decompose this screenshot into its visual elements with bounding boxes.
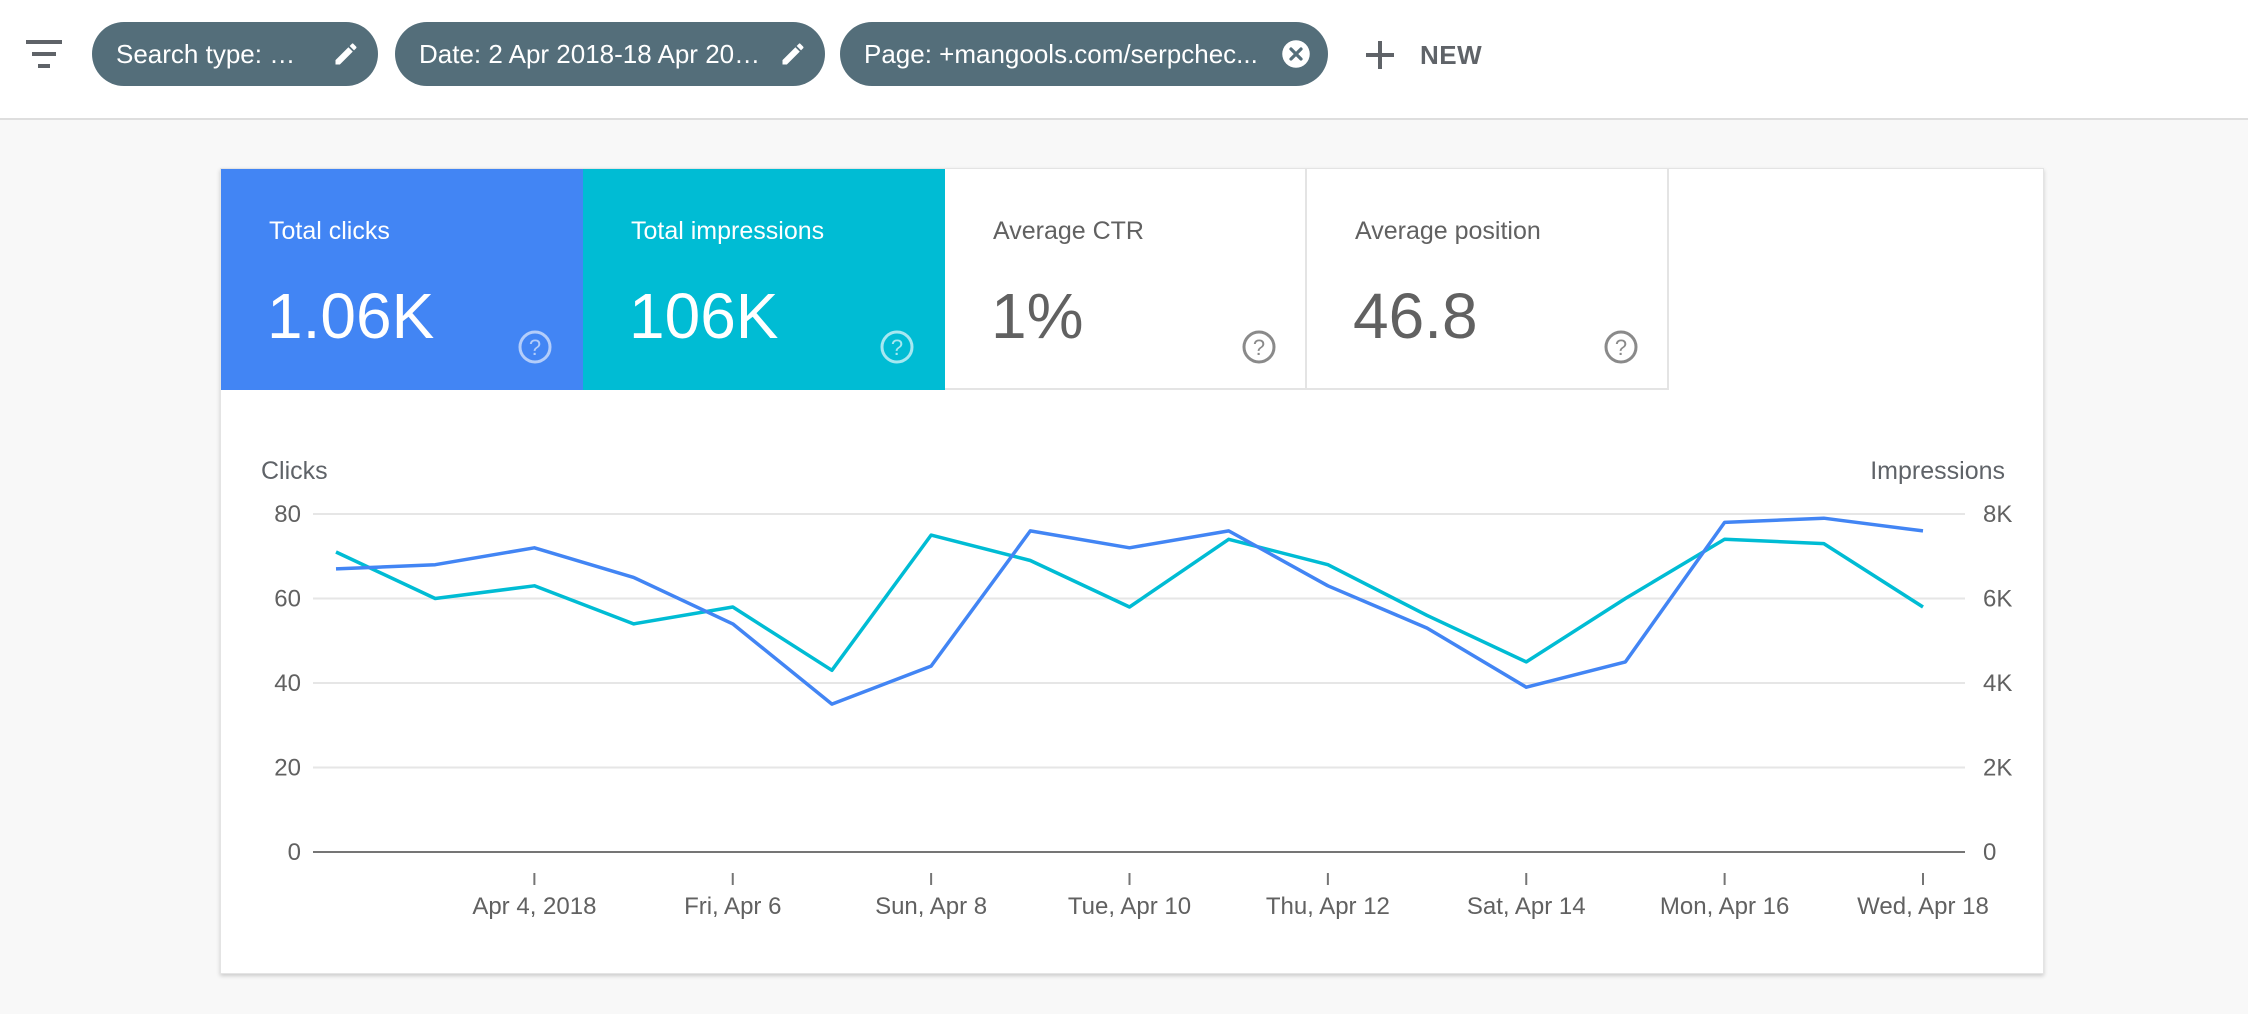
x-tick-label: Sat, Apr 14 [1467,893,1586,920]
help-icon[interactable]: ? [879,329,915,365]
new-filter-label: NEW [1420,39,1483,70]
date-range-chip[interactable]: Date: 2 Apr 2018-18 Apr 2018 [395,22,825,86]
y-right-axis-title: Impressions [1870,457,2005,485]
svg-text:?: ? [891,335,903,360]
metric-total-clicks[interactable]: Total clicks 1.06K ? [221,169,583,390]
search-type-chip[interactable]: Search type: Web [92,22,378,86]
plus-icon [1366,41,1394,69]
y-left-tick-label: 0 [288,839,301,866]
metric-label: Total clicks [269,217,390,245]
y-left-axis-title: Clicks [261,457,328,485]
x-tick-label: Thu, Apr 12 [1266,893,1390,920]
page-filter-chip[interactable]: Page: +mangools.com/serpchec... [840,22,1328,86]
metric-value: 1% [991,280,1084,352]
impressions-series-line [335,533,1924,673]
clicks-series-line [335,516,1924,706]
x-tick-label: Fri, Apr 6 [684,893,781,920]
y-right-tick-label: 0 [1983,839,1996,866]
filter-bar: Search type: Web Date: 2 Apr 2018-18 Apr… [0,0,2248,120]
metric-total-impressions[interactable]: Total impressions 106K ? [583,169,945,390]
chip-label: Search type: Web [116,38,316,69]
performance-chart[interactable]: Clicks Impressions 0 0 20 2K 40 4K 60 6K 80 8K Apr 4… [221,169,2045,975]
metric-average-position[interactable]: Average position 46.8 ? [1307,169,1669,390]
y-right-tick-label: 2K [1983,755,2012,782]
metric-label: Average position [1355,217,1541,245]
performance-card: Total clicks 1.06K ? Total impressions 1… [220,168,2044,974]
close-circle-icon[interactable] [1280,38,1312,70]
chip-label: Date: 2 Apr 2018-18 Apr 2018 [419,38,763,69]
x-tick-label: Sun, Apr 8 [875,893,987,920]
metric-value: 46.8 [1353,280,1478,352]
pencil-icon[interactable] [777,38,809,70]
y-left-tick-label: 20 [274,755,301,782]
y-right-tick-label: 4K [1983,670,2012,697]
metric-value: 106K [629,280,779,352]
chip-label: Page: +mangools.com/serpchec... [864,38,1258,69]
svg-text:?: ? [1615,335,1627,360]
svg-text:?: ? [529,335,541,360]
x-tick-label: Apr 4, 2018 [472,893,596,920]
y-left-tick-label: 80 [274,501,301,528]
y-right-tick-label: 6K [1983,586,2012,613]
y-left-tick-label: 40 [274,670,301,697]
help-icon[interactable]: ? [517,329,553,365]
y-right-tick-label: 8K [1983,501,2012,528]
metric-label: Total impressions [631,217,825,245]
metric-average-ctr[interactable]: Average CTR 1% ? [945,169,1307,390]
metric-value: 1.06K [267,280,435,352]
filter-icon[interactable] [24,36,64,72]
pencil-icon[interactable] [330,38,362,70]
y-left-tick-label: 60 [274,586,301,613]
x-tick-label: Wed, Apr 18 [1857,893,1989,920]
new-filter-button[interactable]: NEW [1362,30,1482,80]
x-tick-label: Mon, Apr 16 [1660,893,1789,920]
help-icon[interactable]: ? [1241,329,1277,365]
svg-text:?: ? [1253,335,1265,360]
x-tick-label: Tue, Apr 10 [1068,893,1191,920]
metric-label: Average CTR [993,217,1144,245]
help-icon[interactable]: ? [1603,329,1639,365]
